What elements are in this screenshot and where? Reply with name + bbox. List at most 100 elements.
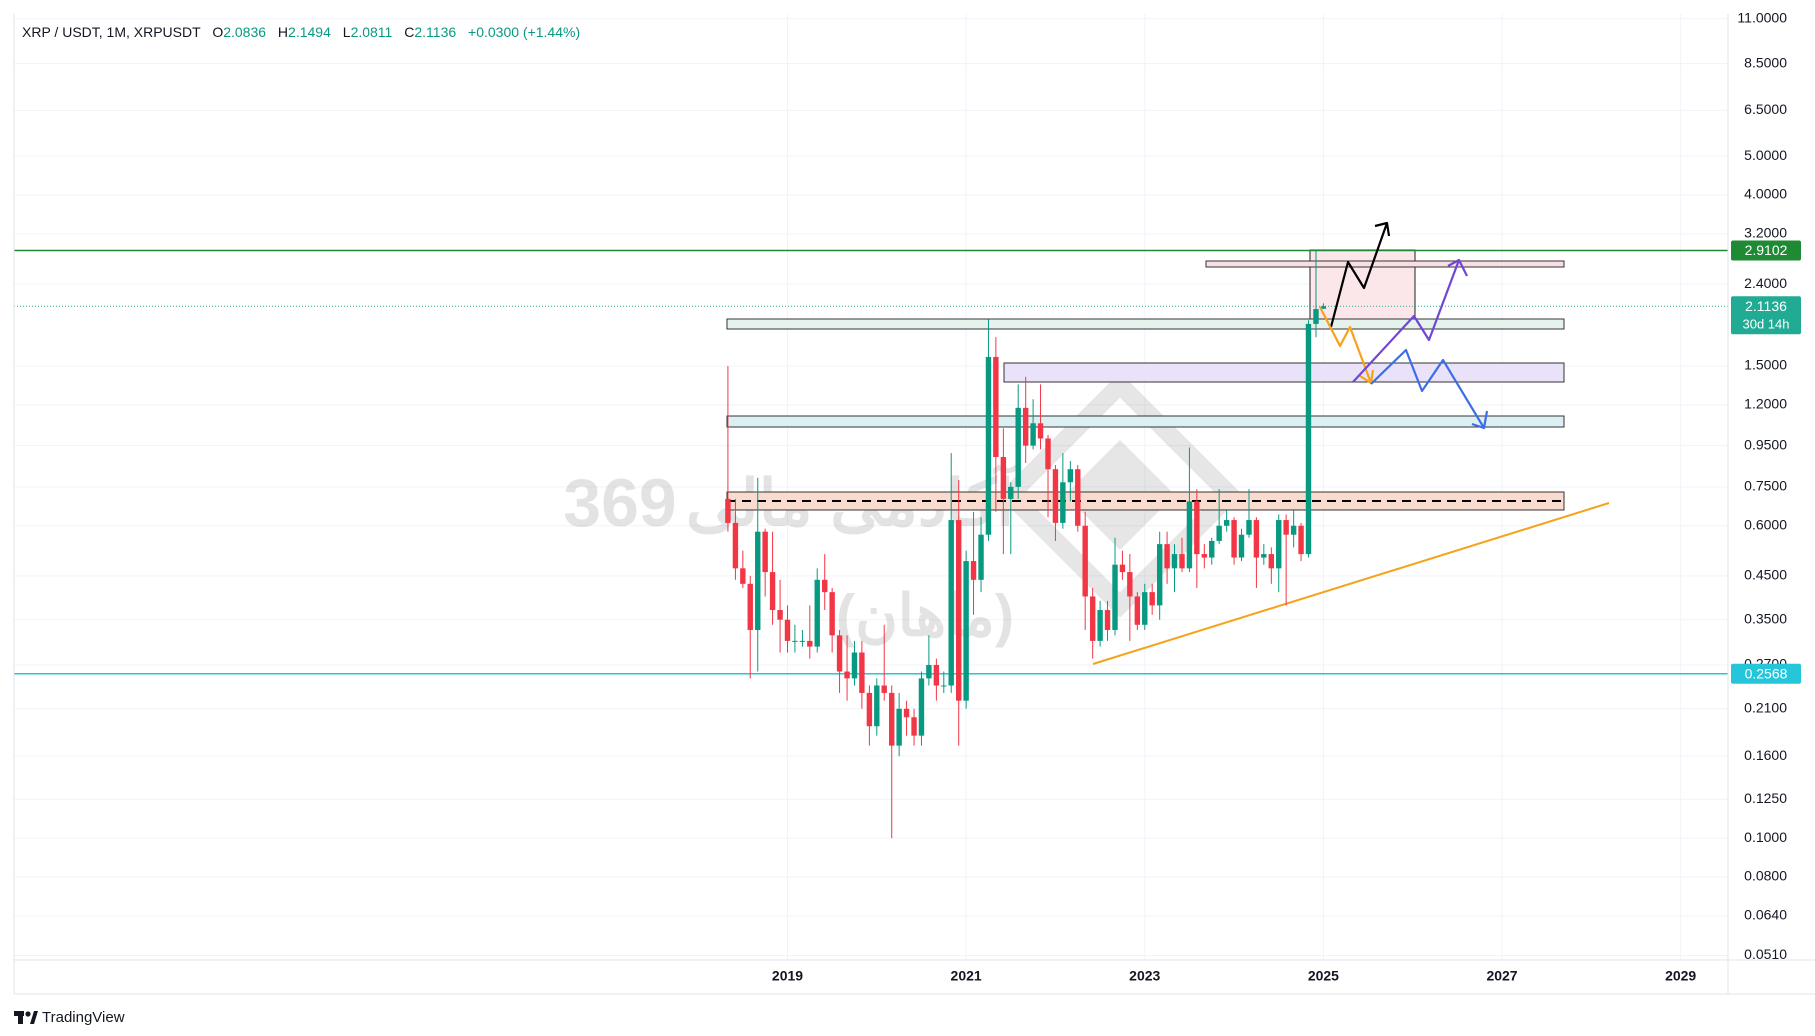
candles [725, 250, 1327, 839]
header: XRP / USDT, 1M, XRPUSDT O2.0836 H2.1494 … [22, 24, 580, 40]
y-tick-label: 11.0000 [1737, 9, 1787, 25]
candle-body [814, 579, 820, 647]
y-tick-label: 4.0000 [1744, 186, 1787, 202]
candle-body [1142, 592, 1148, 625]
candle-body [844, 671, 850, 679]
x-tick-label: 2021 [951, 968, 982, 984]
trendline [1092, 502, 1610, 665]
candle-body [896, 708, 902, 746]
candle-body [1283, 520, 1289, 535]
candle-body [769, 572, 776, 611]
y-tick-label: 1.2000 [1744, 396, 1787, 412]
candle-body [1201, 554, 1208, 558]
candle-body [866, 692, 873, 727]
x-tick-label: 2023 [1129, 968, 1160, 984]
y-tick-label: 0.0640 [1744, 907, 1787, 923]
candle-body [1149, 592, 1155, 606]
candle-body [1008, 486, 1014, 499]
y-tick-label: 0.0510 [1744, 946, 1787, 962]
candle-body [807, 640, 813, 647]
footer-logo [14, 1011, 38, 1024]
ohlc-label: L [343, 24, 351, 40]
arrow [1329, 222, 1389, 328]
candle-body [1015, 407, 1021, 487]
candle-body [1134, 596, 1141, 625]
y-tick-label: 0.2100 [1744, 699, 1787, 715]
candle-body [1089, 596, 1096, 641]
y-tick-label: 0.9500 [1744, 436, 1787, 452]
candle-body [1075, 469, 1081, 526]
y-tick-label: 0.1250 [1744, 790, 1787, 806]
candle-body [1238, 534, 1245, 558]
ohlc-value: 2.1494 [288, 24, 331, 40]
ohlc-value: 2.0836 [223, 24, 266, 40]
candle-body [1223, 520, 1230, 526]
price-tag [1731, 240, 1801, 261]
ohlc-label: H [278, 24, 288, 40]
candle-body [1067, 469, 1074, 483]
candle-body [822, 579, 828, 593]
candle-body [784, 619, 791, 641]
arrow [1352, 259, 1461, 383]
arrow-head [1447, 258, 1468, 277]
candle-body [1298, 525, 1304, 555]
candle-body [1104, 610, 1111, 630]
ohlc-label: O [212, 24, 223, 40]
candle-body [1253, 520, 1260, 558]
y-tick-label: 0.1600 [1744, 747, 1787, 763]
axes: 11.0000 8.5000 6.5000 5.0000 4.0000 3.2000 2.4… [772, 9, 1787, 983]
candle-body [1246, 520, 1252, 535]
y-tick-label: 6.5000 [1744, 101, 1787, 117]
candle-body [1179, 554, 1185, 569]
candle-body [1045, 438, 1051, 470]
candle-body [1000, 457, 1007, 499]
candle-body [881, 685, 887, 693]
y-tick-label: 0.0800 [1744, 868, 1787, 884]
y-tick-label: 8.5000 [1744, 54, 1787, 70]
candle-body [1231, 520, 1237, 558]
zone [1205, 260, 1565, 268]
candle-body [1320, 306, 1327, 309]
x-tick-label: 2027 [1486, 968, 1517, 984]
candle-body [1030, 423, 1036, 446]
candle-body [829, 592, 835, 636]
y-tick-label: 0.4500 [1744, 567, 1787, 583]
candle-body [1186, 501, 1193, 569]
candle-body [889, 692, 895, 746]
symbol: XRP / USDT, 1M, XRPUSDT [22, 24, 201, 40]
arrow-head [1471, 410, 1489, 430]
candle-body [1022, 407, 1029, 446]
price-tag-label: 2.1136 [1745, 298, 1787, 314]
logo-shape [30, 1011, 38, 1024]
candle-body [1052, 469, 1059, 523]
candle-body [1305, 323, 1312, 555]
arrow [1319, 306, 1373, 384]
zone [1003, 362, 1565, 383]
candle-body [1171, 554, 1178, 569]
x-tick-label: 2029 [1665, 968, 1696, 984]
candle-body [1313, 309, 1319, 324]
candle-body [732, 522, 739, 569]
candle-body [762, 531, 768, 573]
candle-body [911, 717, 917, 736]
logo-shape [18, 1011, 23, 1024]
candle-body [859, 652, 865, 693]
y-tick-label: 0.6000 [1744, 516, 1787, 532]
watermark-text: (ماهان) [836, 583, 1014, 648]
candle-body [978, 534, 984, 580]
ohlc-label: C [404, 24, 414, 40]
candle-body [1290, 525, 1297, 535]
candle-body [1276, 520, 1282, 569]
candle-body [970, 561, 977, 580]
candle-body [755, 531, 761, 630]
price-tag [1731, 296, 1801, 335]
candle-body [963, 561, 969, 701]
price-tag-label: 0.2568 [1745, 665, 1788, 681]
candle-body [792, 640, 798, 642]
candle-body [956, 520, 962, 701]
candle-body [948, 520, 954, 686]
candle-body [926, 664, 932, 679]
candle-body [747, 583, 753, 630]
